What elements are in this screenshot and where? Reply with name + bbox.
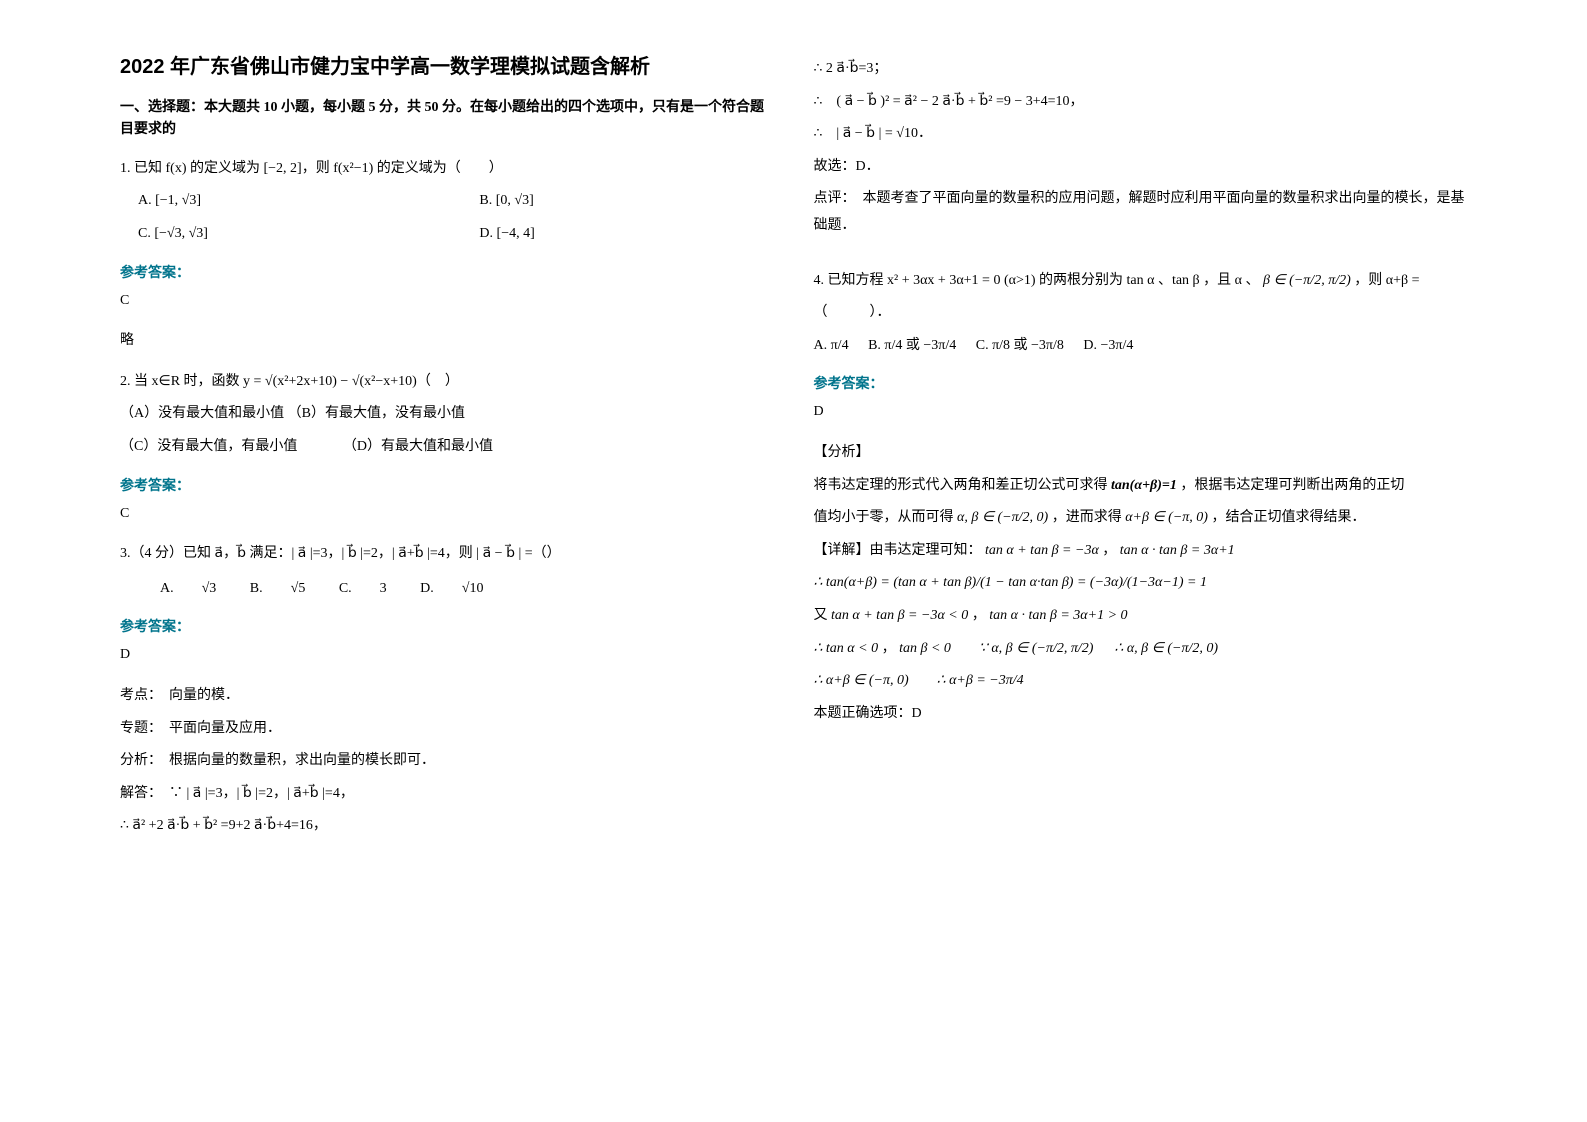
q4-l1b: tan(α+β)=1	[1111, 478, 1177, 493]
q2-answer-label: 参考答案：	[120, 475, 774, 495]
q3-zt: 专题： 平面向量及应用．	[120, 716, 774, 743]
q4-l2e: ，结合正切值求得结果．	[1211, 510, 1365, 525]
q4-l3c: ，	[1102, 543, 1116, 558]
q3-r2: ∴ ( a⃗ − b⃗ )² = a⃗² − 2 a⃗·b⃗ + b⃗² =9 …	[814, 89, 1468, 116]
q2-answer: C	[120, 501, 774, 528]
q4-l2a: 值均小于零，从而可得	[814, 510, 954, 525]
q4-stem-d: （ ）．	[814, 300, 1468, 327]
q4-l2d: α+β ∈ (−π, 0)	[1125, 510, 1208, 525]
q4-opt-d: D. −3π/4	[1083, 338, 1133, 353]
q4-stem-a: 4. 已知方程 x² + 3αx + 3α+1 = 0 (α>1) 的两根分别为…	[814, 273, 1260, 288]
q4-l3: 【详解】由韦达定理可知： tan α + tan β = −3α ， tan α…	[814, 538, 1468, 565]
q4-l6a: ∴ tan α < 0	[814, 641, 879, 656]
q3-options: A. √3 B. √5 C. 3 D. √10	[120, 576, 774, 603]
q1-answer2: 略	[120, 328, 774, 355]
q3-stem: 3.（4 分）已知 a⃗，b⃗ 满足：| a⃗ |=3，| b⃗ |=2，| a…	[120, 541, 774, 568]
question-2: 2. 当 x∈R 时，函数 y = √(x²+2x+10) − √(x²−x+1…	[120, 369, 774, 461]
q4-opt-b: B. π/4 或 −3π/4	[868, 338, 956, 353]
q4-l7b: ∴ α+β = −3π/4	[937, 673, 1024, 688]
q1-options-row2: C. [−√3, √3] D. [−4, 4]	[120, 221, 774, 248]
q3-opt-a: A. √3	[160, 581, 216, 596]
question-1: 1. 已知 f(x) 的定义域为 [−2, 2]，则 f(x²−1) 的定义域为…	[120, 156, 774, 248]
q2-stem: 2. 当 x∈R 时，函数 y = √(x²+2x+10) − √(x²−x+1…	[120, 369, 774, 396]
q3-r3: ∴ | a⃗ − b⃗ | = √10．	[814, 121, 1468, 148]
q3-r5: 点评： 本题考查了平面向量的数量积的应用问题，解题时应利用平面向量的数量积求出向…	[814, 186, 1468, 239]
q4-l2b: α, β ∈ (−π/2, 0)	[957, 510, 1048, 525]
q3-answer: D	[120, 642, 774, 669]
q4-l6d: ∵ α, β ∈ (−π/2, π/2)	[979, 641, 1094, 656]
q2-row2: （C）没有最大值，有最小值 （D）有最大值和最小值	[120, 434, 774, 461]
q1-opt-b: B. [0, √3]	[479, 188, 773, 215]
q4-l1a: 将韦达定理的形式代入两角和差正切公式可求得	[814, 478, 1108, 493]
q3-jd2: ∴ a⃗² +2 a⃗·b⃗ + b⃗² =9+2 a⃗·b⃗+4=16，	[120, 813, 774, 840]
question-3: 3.（4 分）已知 a⃗，b⃗ 满足：| a⃗ |=3，| b⃗ |=2，| a…	[120, 541, 774, 602]
q4-l5d: tan α · tan β = 3α+1 > 0	[989, 608, 1127, 623]
section-1-header: 一、选择题：本大题共 10 小题，每小题 5 分，共 50 分。在每小题给出的四…	[120, 97, 774, 142]
q4-opt-c: C. π/8 或 −3π/8	[976, 338, 1064, 353]
q4-l5a: 又	[814, 608, 828, 623]
q4-stem: 4. 已知方程 x² + 3αx + 3α+1 = 0 (α>1) 的两根分别为…	[814, 268, 1468, 295]
q1-options-row1: A. [−1, √3] B. [0, √3]	[120, 188, 774, 215]
q3-fx: 分析： 根据向量的数量积，求出向量的模长即可．	[120, 748, 774, 775]
q1-opt-a: A. [−1, √3]	[120, 188, 479, 215]
q4-l3a: 【详解】由韦达定理可知：	[814, 543, 982, 558]
q4-opt-a: A. π/4	[814, 338, 849, 353]
q4-l7: ∴ α+β ∈ (−π, 0) ∴ α+β = −3π/4	[814, 668, 1468, 695]
q4-l2: 值均小于零，从而可得 α, β ∈ (−π/2, 0) ，进而求得 α+β ∈ …	[814, 505, 1468, 532]
question-4: 4. 已知方程 x² + 3αx + 3α+1 = 0 (α>1) 的两根分别为…	[814, 268, 1468, 360]
q3-opt-b: B. √5	[250, 581, 306, 596]
q4-l3d: tan α · tan β = 3α+1	[1120, 543, 1235, 558]
q4-answer-label: 参考答案：	[814, 373, 1468, 393]
q3-r4: 故选：D．	[814, 154, 1468, 181]
q4-l5b: tan α + tan β = −3α < 0	[831, 608, 968, 623]
q3-answer-label: 参考答案：	[120, 616, 774, 636]
q4-l6: ∴ tan α < 0 ， tan β < 0 ∵ α, β ∈ (−π/2, …	[814, 636, 1468, 663]
q2-opt-a: （A）没有最大值和最小值	[120, 406, 284, 421]
q2-opt-b: （B）有最大值，没有最小值	[288, 406, 465, 421]
q3-jd1: 解答： ∵ | a⃗ |=3，| b⃗ |=2，| a⃗+b⃗ |=4，	[120, 781, 774, 808]
q3-opt-c: C. 3	[339, 581, 387, 596]
q4-l6e: ∴ α, β ∈ (−π/2, 0)	[1114, 641, 1218, 656]
right-column: ∴ 2 a⃗·b⃗=3； ∴ ( a⃗ − b⃗ )² = a⃗² − 2 a⃗…	[794, 50, 1488, 1072]
q4-l6b: ，	[882, 641, 896, 656]
q4-l2c: ，进而求得	[1052, 510, 1122, 525]
q4-l1c: ，根据韦达定理可判断出两角的正切	[1180, 478, 1404, 493]
q4-options: A. π/4 B. π/4 或 −3π/4 C. π/8 或 −3π/8 D. …	[814, 333, 1468, 360]
q4-l5: 又 tan α + tan β = −3α < 0 ， tan α · tan …	[814, 603, 1468, 630]
q2-row1: （A）没有最大值和最小值 （B）有最大值，没有最小值	[120, 401, 774, 428]
q2-opt-c: （C）没有最大值，有最小值	[120, 439, 297, 454]
q4-l3b: tan α + tan β = −3α	[985, 543, 1099, 558]
q1-opt-c: C. [−√3, √3]	[120, 221, 479, 248]
q4-answer: D	[814, 399, 1468, 426]
left-column: 2022 年广东省佛山市健力宝中学高一数学理模拟试题含解析 一、选择题：本大题共…	[100, 50, 794, 1072]
q1-stem: 1. 已知 f(x) 的定义域为 [−2, 2]，则 f(x²−1) 的定义域为…	[120, 156, 774, 183]
q4-l8: 本题正确选项：D	[814, 701, 1468, 728]
q2-opt-d: （D）有最大值和最小值	[343, 439, 493, 454]
q4-l7a: ∴ α+β ∈ (−π, 0)	[814, 673, 909, 688]
q1-answer: C	[120, 288, 774, 315]
q4-l4: ∴ tan(α+β) = (tan α + tan β)/(1 − tan α·…	[814, 570, 1468, 597]
q1-opt-d: D. [−4, 4]	[479, 221, 773, 248]
q3-r1: ∴ 2 a⃗·b⃗=3；	[814, 56, 1468, 83]
q4-stem-b: β ∈ (−π/2, π/2)	[1263, 273, 1351, 288]
q3-kd: 考点： 向量的模．	[120, 683, 774, 710]
q4-stem-c: ，则 α+β =	[1354, 273, 1419, 288]
page-title: 2022 年广东省佛山市健力宝中学高一数学理模拟试题含解析	[120, 50, 774, 79]
q4-fx: 【分析】	[814, 440, 1468, 467]
q1-answer-label: 参考答案：	[120, 262, 774, 282]
q4-l1: 将韦达定理的形式代入两角和差正切公式可求得 tan(α+β)=1 ，根据韦达定理…	[814, 473, 1468, 500]
q4-l5c: ，	[972, 608, 986, 623]
q3-opt-d: D. √10	[420, 581, 483, 596]
q4-l6c: tan β < 0	[899, 641, 951, 656]
